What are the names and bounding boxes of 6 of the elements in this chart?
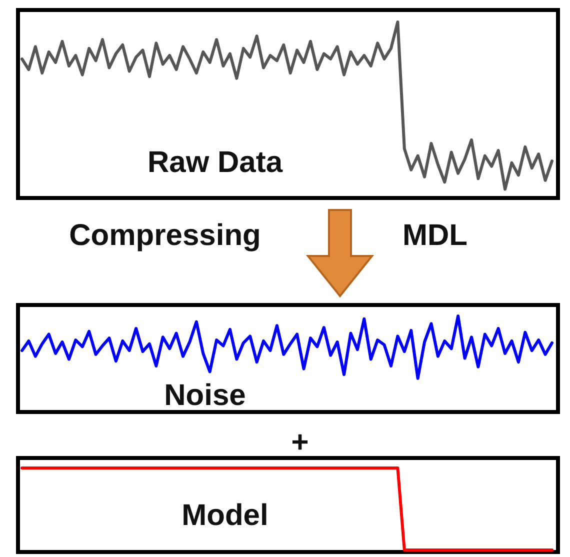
text: MDL [402, 219, 468, 252]
text: Noise [164, 379, 246, 412]
text: + [291, 426, 309, 459]
text: Raw Data [147, 146, 283, 179]
text: Model [182, 499, 268, 532]
text: Compressing [69, 219, 261, 252]
